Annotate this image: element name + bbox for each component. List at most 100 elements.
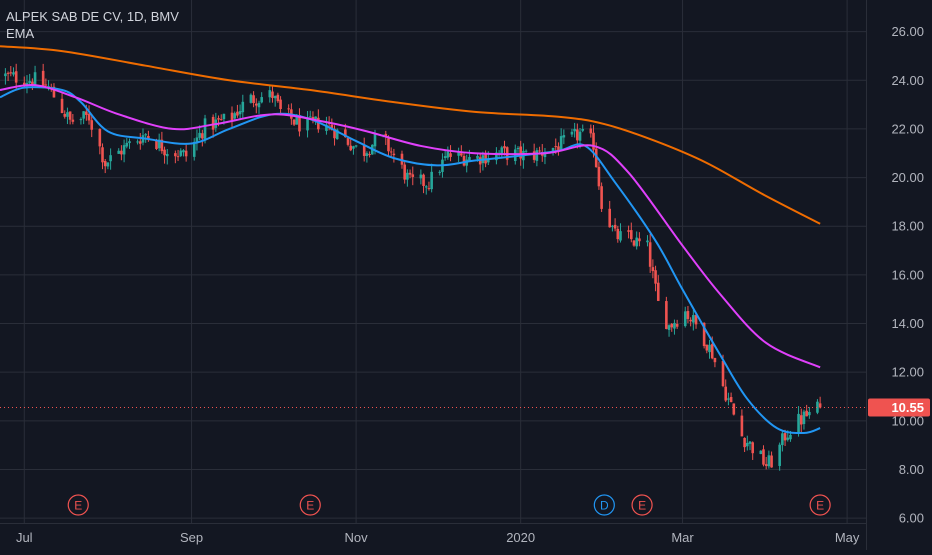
candle-body xyxy=(629,230,633,240)
candle xyxy=(203,114,207,144)
candle-body xyxy=(352,146,355,149)
candle xyxy=(419,169,423,185)
candle xyxy=(406,169,409,187)
y-tick-label: 8.00 xyxy=(899,462,924,477)
candle xyxy=(101,143,104,170)
price-axis[interactable]: 26.00 24.00 22.00 20.00 18.00 16.00 14.00 12.00… xyxy=(866,0,932,550)
y-tick-label: 20.00 xyxy=(891,170,924,185)
earnings-marker[interactable]: E xyxy=(809,494,831,516)
candle-body xyxy=(349,145,353,151)
candle xyxy=(562,129,566,145)
candle-body xyxy=(745,442,749,447)
candle xyxy=(136,139,139,145)
earnings-marker[interactable]: E xyxy=(299,494,321,516)
candle xyxy=(535,147,539,167)
candle xyxy=(6,71,10,81)
candle-body xyxy=(12,72,15,75)
candle-body xyxy=(87,113,91,121)
time-axis[interactable]: Jul Sep Nov 2020 Mar May xyxy=(0,523,866,546)
candle-body xyxy=(98,129,102,147)
earnings-marker[interactable]: E xyxy=(631,494,653,516)
candle xyxy=(611,224,614,232)
candle-body xyxy=(611,225,614,227)
candle-body xyxy=(543,153,547,158)
candle xyxy=(627,225,630,239)
candle-body xyxy=(424,186,428,188)
candle-body xyxy=(241,101,245,113)
candle xyxy=(128,138,131,149)
candle xyxy=(767,450,771,469)
candle xyxy=(443,149,447,161)
candle-body xyxy=(532,151,536,160)
candle xyxy=(816,399,819,415)
candle-body xyxy=(802,411,806,425)
candle-body xyxy=(279,99,282,110)
candle xyxy=(211,114,215,138)
candle-body xyxy=(268,90,272,98)
candle-body xyxy=(516,147,520,150)
candle-body xyxy=(683,311,687,327)
x-tick-label: Jul xyxy=(16,530,33,545)
candle-body xyxy=(147,135,150,139)
candle-body xyxy=(254,103,258,106)
candle-body xyxy=(576,129,579,141)
candle xyxy=(683,306,687,328)
candle-body xyxy=(238,111,242,115)
candle xyxy=(98,128,102,155)
candle-body xyxy=(457,151,460,156)
candle xyxy=(648,234,652,273)
candle-body xyxy=(427,188,431,190)
candle-body xyxy=(762,449,765,465)
candle-body xyxy=(203,118,207,141)
candle xyxy=(271,86,274,103)
candle-body xyxy=(195,137,199,143)
candle xyxy=(692,309,695,331)
candle-body xyxy=(60,98,64,114)
earnings-marker[interactable]: E xyxy=(67,494,89,516)
candle-body xyxy=(306,117,309,131)
candle-body xyxy=(594,148,598,168)
candle-body xyxy=(330,124,334,131)
candle xyxy=(4,68,7,85)
candle xyxy=(802,409,806,430)
candle-body xyxy=(589,128,593,134)
candle-body xyxy=(713,357,717,363)
candle xyxy=(41,63,45,89)
candle-body xyxy=(419,174,423,179)
candle xyxy=(495,147,498,165)
candle xyxy=(82,111,85,125)
last-price-label[interactable]: 10.55 xyxy=(868,398,930,417)
candle xyxy=(387,135,390,157)
candle-body xyxy=(344,129,347,138)
candle-body xyxy=(252,95,255,104)
candle xyxy=(165,149,169,165)
candle xyxy=(141,128,145,146)
candle xyxy=(362,137,366,162)
candle-body xyxy=(211,116,215,130)
event-label: D xyxy=(600,499,609,513)
candle-body xyxy=(692,315,695,323)
candle xyxy=(500,145,504,159)
candle-body xyxy=(710,344,714,359)
event-label: E xyxy=(816,499,824,513)
candle-body xyxy=(597,166,601,187)
candle-body xyxy=(120,150,123,155)
candle-body xyxy=(476,155,479,159)
candle-body xyxy=(109,155,112,162)
candle xyxy=(589,124,593,138)
candle-body xyxy=(368,154,371,156)
candle xyxy=(192,138,196,161)
dividend-marker[interactable]: D xyxy=(593,494,615,516)
candle xyxy=(616,225,620,243)
candle-body xyxy=(165,153,169,157)
candle xyxy=(465,154,469,173)
candle-body xyxy=(702,322,706,347)
candle-body xyxy=(705,344,709,351)
candle xyxy=(9,65,13,77)
y-tick-label: 14.00 xyxy=(891,316,924,331)
candle-body xyxy=(198,132,201,138)
candle xyxy=(745,435,749,451)
